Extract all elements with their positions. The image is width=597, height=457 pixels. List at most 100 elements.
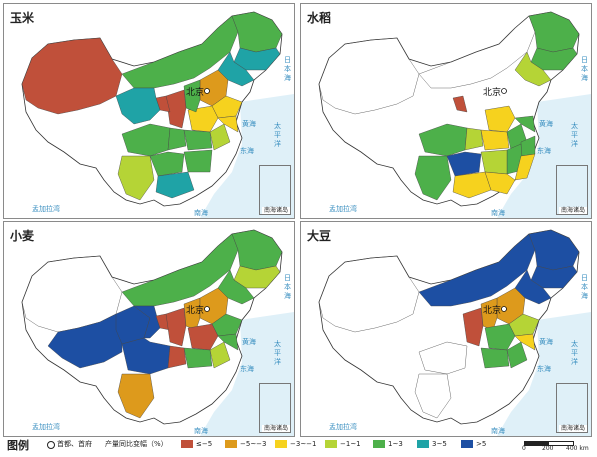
panel-corn: 玉米 北京 黄海 东海 太平洋 日本海 孟加拉湾 南海 南海诸岛: [3, 3, 295, 219]
region-HN: [187, 105, 219, 133]
region-HUB: [480, 129, 510, 151]
region-YN: [117, 373, 155, 419]
region-XZ: [47, 313, 123, 369]
region-GX: [155, 171, 195, 199]
legend-swatch: [181, 440, 193, 448]
panel-title-wheat: 小麦: [10, 229, 35, 243]
sea-label-pacific: 太平洋: [571, 122, 578, 148]
region-AH: [209, 341, 231, 369]
sea-label-pacific: 太平洋: [274, 340, 281, 366]
region-GX: [452, 171, 492, 199]
legend-title: 图例: [7, 439, 29, 452]
panel-rice: 水稻 北京 黄海 东海 太平洋 日本海 孟加拉湾 南海 南海诸岛: [300, 3, 592, 219]
sea-label-east-sea: 东海: [240, 365, 254, 373]
region-GZ: [446, 151, 482, 177]
inset-label: 南海诸岛: [262, 425, 290, 432]
south-china-sea-inset: [259, 383, 291, 433]
region-HN: [187, 323, 219, 351]
region-CQ: [464, 127, 484, 151]
region-NX: [452, 95, 468, 113]
region-SN: [165, 89, 187, 129]
sea-label-south-sea: 南海: [491, 427, 505, 435]
legend-swatch: [275, 440, 287, 448]
sea-label-south-sea: 南海: [194, 209, 208, 217]
region-GS: [115, 87, 161, 125]
sea-label-yellow-sea: 黄海: [539, 338, 553, 346]
region-GS: [133, 305, 161, 339]
sea-label-japan-sea: 日本海: [284, 56, 291, 82]
region-HUN: [183, 149, 213, 173]
south-china-sea-inset: [556, 383, 588, 433]
region-HN: [484, 323, 516, 351]
sea-label-yellow-sea: 黄海: [242, 120, 256, 128]
wheat-map: [4, 222, 294, 436]
capital-label: 北京: [186, 306, 205, 316]
sea-label-pacific: 太平洋: [571, 340, 578, 366]
sea-label-pacific: 太平洋: [274, 122, 281, 148]
region-HUN: [480, 149, 508, 175]
capital-label: 北京: [483, 88, 502, 98]
south-china-sea-inset: [259, 165, 291, 215]
region-XJ: [21, 37, 123, 115]
region-LN: [514, 51, 552, 87]
region-HUB: [480, 347, 510, 369]
region-HUB: [183, 347, 213, 369]
legend-swatch: [461, 440, 473, 448]
inset-label: 南海诸岛: [559, 207, 587, 214]
region-SX: [183, 297, 201, 331]
legend-swatch: [225, 440, 237, 448]
legend-label: −5~−3: [240, 440, 267, 448]
region-NM: [418, 233, 536, 307]
region-GD: [484, 171, 516, 195]
region-JS: [514, 333, 536, 351]
region-AH: [209, 123, 231, 151]
region-JS: [514, 115, 536, 133]
sea-label-east-sea: 东海: [240, 147, 254, 155]
sea-label-yellow-sea: 黄海: [539, 120, 553, 128]
region-HUB: [183, 129, 213, 151]
legend-label: ≤−5: [196, 440, 213, 448]
region-CQ: [167, 127, 187, 151]
region-NM: [121, 233, 239, 307]
legend-label: −1~1: [340, 440, 361, 448]
legend-label: >5: [476, 440, 487, 448]
region-AH: [506, 341, 528, 369]
scale-tick-0: 0: [522, 445, 526, 452]
region-FJ: [514, 153, 536, 181]
sea-label-bengal: 孟加拉湾: [329, 423, 357, 431]
panel-title-rice: 水稻: [307, 11, 332, 25]
region-GZ: [149, 151, 185, 177]
inset-label: 南海诸岛: [559, 425, 587, 432]
rice-map: [301, 4, 591, 218]
scale-tick-400: 400 km: [566, 445, 589, 452]
sea-label-south-sea: 南海: [194, 427, 208, 435]
legend-capital-label: 首都、首府: [57, 440, 92, 448]
sea-label-yellow-sea: 黄海: [242, 338, 256, 346]
panel-title-corn: 玉米: [10, 11, 35, 25]
legend-swatch: [325, 440, 337, 448]
panel-wheat: 小麦 北京 黄海 东海 太平洋 日本海 孟加拉湾 南海 南海诸岛: [3, 221, 295, 437]
region-SN: [462, 307, 484, 347]
inset-label: 南海诸岛: [262, 207, 290, 214]
legend-swatch: [373, 440, 385, 448]
legend-label: −3~−1: [290, 440, 317, 448]
region-NM: [121, 15, 239, 89]
scale-tick-200: 200: [542, 445, 554, 452]
capital-symbol-icon: [47, 441, 55, 449]
sea-label-japan-sea: 日本海: [581, 56, 588, 82]
sea-label-bengal: 孟加拉湾: [329, 205, 357, 213]
region-SN: [165, 307, 187, 347]
region-JS: [217, 115, 239, 133]
legend: 图例 首都、首府 产量同比变幅（%） ≤−5 −5~−3 −3~−1 −1~1 …: [3, 437, 594, 455]
sea-label-east-sea: 东海: [537, 365, 551, 373]
scale-bar-line: [524, 441, 574, 446]
region-JS: [217, 333, 239, 351]
legend-label: 3~5: [432, 440, 447, 448]
sea-label-japan-sea: 日本海: [581, 274, 588, 300]
scale-bar: 0 200 400 km: [522, 437, 592, 452]
soy-map: [301, 222, 591, 436]
capital-label: 北京: [483, 306, 502, 316]
region-CQ: [167, 345, 187, 369]
sea-label-south-sea: 南海: [491, 209, 505, 217]
sea-label-bengal: 孟加拉湾: [32, 423, 60, 431]
